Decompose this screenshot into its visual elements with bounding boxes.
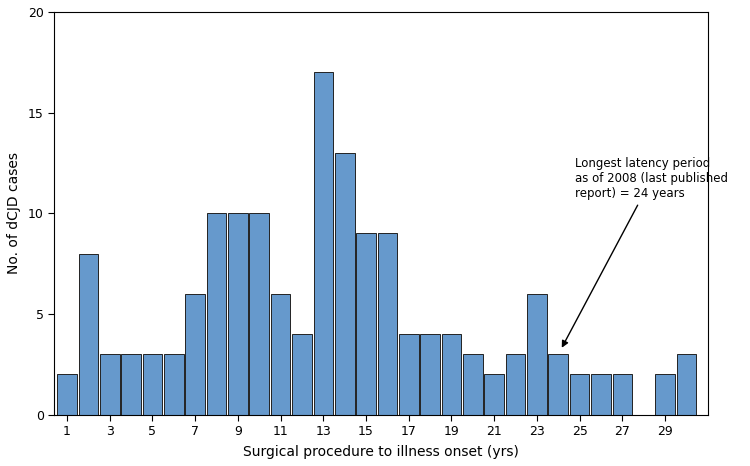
Bar: [292, 334, 312, 415]
Bar: [314, 72, 333, 415]
Bar: [676, 354, 696, 415]
Bar: [591, 374, 610, 415]
Bar: [250, 213, 269, 415]
Bar: [57, 374, 76, 415]
Bar: [377, 233, 398, 415]
Bar: [484, 374, 504, 415]
Bar: [164, 354, 184, 415]
X-axis label: Surgical procedure to illness onset (yrs): Surgical procedure to illness onset (yrs…: [243, 445, 519, 459]
Bar: [420, 334, 440, 415]
Bar: [142, 354, 162, 415]
Bar: [506, 354, 526, 415]
Bar: [570, 374, 590, 415]
Bar: [79, 254, 98, 415]
Bar: [100, 354, 119, 415]
Bar: [442, 334, 461, 415]
Bar: [656, 374, 675, 415]
Bar: [548, 354, 568, 415]
Bar: [207, 213, 226, 415]
Bar: [185, 294, 205, 415]
Bar: [356, 233, 376, 415]
Bar: [271, 294, 290, 415]
Bar: [228, 213, 248, 415]
Bar: [334, 153, 355, 415]
Text: Longest latency period
as of 2008 (last published
report) = 24 years: Longest latency period as of 2008 (last …: [562, 157, 728, 346]
Bar: [463, 354, 483, 415]
Bar: [122, 354, 141, 415]
Bar: [399, 334, 418, 415]
Y-axis label: No. of dCJD cases: No. of dCJD cases: [7, 152, 21, 274]
Bar: [527, 294, 547, 415]
Bar: [613, 374, 632, 415]
